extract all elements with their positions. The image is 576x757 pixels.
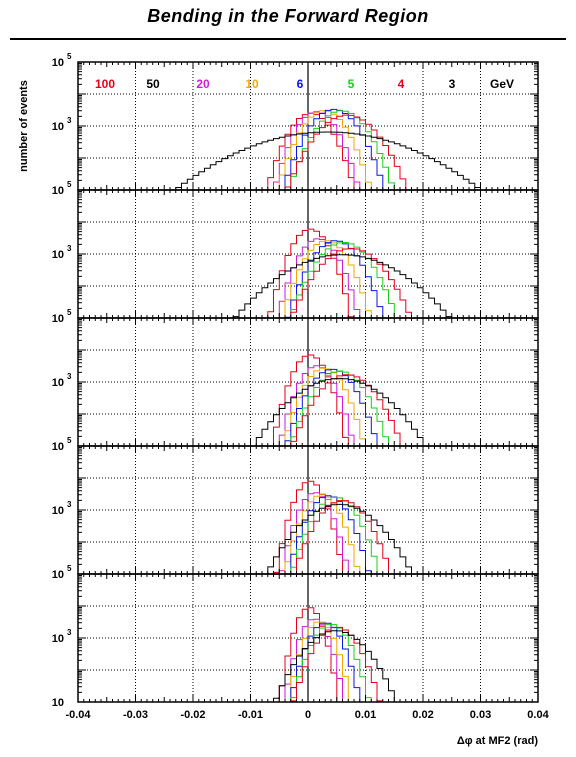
x-tick-label: -0.04	[65, 709, 91, 721]
histogram-series-4-panel-4	[296, 500, 389, 574]
histogram-series-20-panel-3	[278, 365, 355, 446]
y-tick-label-1e5-exp: 5	[67, 564, 72, 573]
histogram-series-4-panel-3	[290, 374, 401, 446]
legend-entry-100: 100	[95, 77, 115, 91]
x-tick-label: 0.03	[470, 709, 491, 721]
histogram-series-3-panel-3	[255, 377, 424, 446]
y-tick-label-1e5: 10	[52, 313, 64, 325]
histogram-series-10-panel-2	[284, 240, 372, 318]
legend-entry-50: 50	[146, 77, 160, 91]
y-tick-label-1e3: 10	[52, 633, 64, 645]
y-tick-label-10: 10	[52, 697, 64, 709]
histogram-series-4-panel-5	[290, 626, 384, 702]
y-tick-label-1e3-exp: 3	[67, 500, 72, 509]
histogram-series-20-panel-1	[273, 111, 361, 190]
legend-entry-6: 6	[297, 77, 304, 91]
y-tick-label-1e3-exp: 3	[67, 116, 72, 125]
x-tick-label: -0.02	[180, 709, 205, 721]
title-rule	[10, 38, 566, 40]
x-tick-label: 0.04	[527, 709, 549, 721]
x-tick-label: -0.01	[238, 709, 263, 721]
histogram-series-3-panel-4	[267, 503, 412, 574]
y-tick-label-1e3: 10	[52, 377, 64, 389]
y-tick-label-1e5: 10	[52, 57, 64, 69]
histogram-series-6-panel-2	[284, 240, 384, 318]
legend-entry-4: 4	[398, 77, 405, 91]
histogram-series-10-panel-5	[290, 621, 349, 702]
x-tick-label: -0.03	[123, 709, 148, 721]
histogram-layer	[175, 108, 481, 702]
y-tick-label-1e3-exp: 3	[67, 244, 72, 253]
histogram-series-5-panel-3	[290, 370, 389, 446]
histogram-series-6-panel-1	[284, 108, 384, 190]
y-tick-label-1e5-exp: 5	[67, 308, 72, 317]
legend-entry-20: 20	[196, 77, 210, 91]
y-axis-label: number of events	[18, 80, 30, 172]
legend: 100 50 20 10 6 5 4 3 GeV	[95, 77, 514, 91]
y-tick-label-1e5-exp: 5	[67, 52, 72, 61]
grid-layer	[78, 62, 538, 702]
legend-unit: GeV	[490, 77, 514, 91]
y-tick-label-1e3-exp: 3	[67, 628, 72, 637]
x-tick-label: 0	[305, 709, 311, 721]
histogram-series-4-panel-2	[290, 247, 412, 318]
histogram-series-6-panel-3	[284, 368, 378, 446]
histogram-series-3-panel-2	[232, 254, 453, 318]
histogram-series-100-panel-1	[267, 112, 355, 190]
legend-entry-5: 5	[348, 77, 355, 91]
histogram-series-3-panel-5	[273, 630, 395, 702]
y-tick-label-1e3: 10	[52, 249, 64, 261]
y-tick-label-1e5: 10	[52, 441, 64, 453]
y-tick-label-1e3: 10	[52, 121, 64, 133]
chart-title: Bending in the Forward Region	[147, 6, 429, 26]
legend-entry-3: 3	[449, 77, 456, 91]
x-tick-label: 0.01	[355, 709, 376, 721]
y-tick-label-1e5: 10	[52, 185, 64, 197]
histogram-series-100-panel-5	[278, 607, 338, 702]
x-axis-label: Δφ at MF2 (rad)	[457, 735, 539, 747]
y-tick-label-1e5-exp: 5	[67, 180, 72, 189]
y-tick-label-1e3: 10	[52, 505, 64, 517]
y-tick-label-1e5-exp: 5	[67, 436, 72, 445]
histogram-series-100-panel-2	[267, 228, 355, 318]
histogram-series-5-panel-4	[290, 496, 378, 574]
x-tick-label: 0.02	[412, 709, 433, 721]
histogram-series-100-panel-3	[273, 354, 349, 446]
histogram-series-20-panel-5	[284, 618, 343, 702]
legend-entry-10: 10	[245, 77, 259, 91]
histogram-series-5-panel-5	[290, 624, 372, 702]
histogram-series-4-panel-1	[284, 114, 407, 190]
histogram-series-3-panel-1	[175, 131, 481, 190]
y-tick-label-1e5: 10	[52, 569, 64, 581]
y-tick-label-1e3-exp: 3	[67, 372, 72, 381]
histogram-series-10-panel-3	[284, 367, 366, 446]
